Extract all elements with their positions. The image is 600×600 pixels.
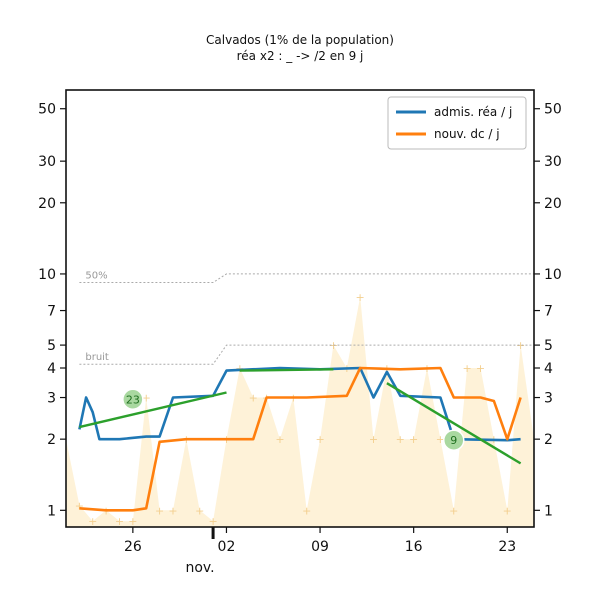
y-tick-label-left: 7 — [47, 304, 56, 320]
background-point-marker: + — [155, 504, 164, 517]
x-tick-label: 23 — [498, 539, 516, 555]
x-tick-label: 16 — [405, 539, 423, 555]
background-point-marker: + — [396, 433, 405, 446]
y-tick-label-left: 30 — [38, 154, 56, 170]
background-point-marker: + — [142, 392, 151, 405]
legend-label-dc: nouv. dc / j — [434, 127, 500, 141]
y-tick-label-left: 3 — [47, 391, 56, 407]
legend: admis. réa / j nouv. dc / j — [387, 96, 527, 150]
y-tick-label-left: 1 — [47, 503, 56, 519]
y-tick-label-left: 4 — [47, 361, 56, 377]
x-tick-label: 02 — [218, 539, 236, 555]
legend-box — [387, 96, 527, 150]
series-line-dc — [79, 366, 522, 512]
y-tick-label-right: 3 — [544, 391, 553, 407]
background-point-marker: + — [115, 515, 124, 528]
background-point-marker: + — [476, 362, 485, 375]
background-point-marker: + — [75, 499, 84, 512]
background-point-marker: + — [275, 433, 284, 446]
background-point-marker: + — [356, 291, 365, 304]
background-point-marker: + — [315, 433, 324, 446]
background-area — [66, 296, 534, 527]
background-point-marker: + — [463, 362, 472, 375]
y-tick-label-right: 1 — [544, 503, 553, 519]
x-tick-label: 26 — [124, 539, 142, 555]
y-tick-label-left: 20 — [38, 196, 56, 212]
background-point-marker: + — [516, 339, 525, 352]
trend-badge — [443, 429, 465, 451]
background-point-marker: + — [235, 362, 244, 375]
trend-badge — [122, 388, 144, 411]
background-point-marker: + — [449, 504, 458, 517]
reference-lines: 50% bruit — [79, 270, 534, 365]
reference-line-bruit — [79, 344, 534, 365]
y-tick-label-left: 50 — [38, 102, 56, 118]
background-point-marker: + — [302, 504, 311, 517]
background-point-marker: + — [249, 392, 258, 405]
background-point-marker: + — [168, 504, 177, 517]
background-point-marker: + — [369, 433, 378, 446]
trend-lines: 23 9 — [79, 368, 522, 465]
background-point-marker: + — [409, 433, 418, 446]
trend-line — [79, 391, 227, 429]
background-point-marker: + — [503, 504, 512, 517]
background-point-marker: + — [208, 515, 217, 528]
x-axis: 26 02 09 16 23 — [124, 527, 516, 555]
y-tick-label-right: 2 — [544, 432, 553, 448]
reference-label: bruit — [85, 352, 109, 363]
legend-label-admis: admis. réa / j — [434, 105, 512, 119]
y-tick-label-left: 10 — [38, 267, 56, 283]
trend-badge-label: 23 — [126, 393, 140, 406]
y-tick-label-right: 30 — [544, 154, 562, 170]
y-tick-label-left: 5 — [47, 338, 56, 354]
y-tick-label-left: 2 — [47, 432, 56, 448]
background-point-marker: + — [88, 515, 97, 528]
y-tick-label-right: 50 — [544, 102, 562, 118]
trend-badge-label: 9 — [450, 434, 457, 447]
background-point-marker: + — [436, 433, 445, 446]
trend-line — [386, 382, 522, 465]
plot-frame — [65, 89, 535, 528]
background-point-marker: + — [128, 515, 137, 528]
y-tick-label-right: 7 — [544, 304, 553, 320]
trend-line — [239, 368, 334, 372]
y-tick-label-right: 5 — [544, 338, 553, 354]
y-tick-label-right: 20 — [544, 196, 562, 212]
y-tick-label-right: 10 — [544, 267, 562, 283]
reference-line-50pct — [79, 273, 534, 283]
background-point-marker: + — [195, 504, 204, 517]
background-fill: ++++ +++ +++++++ +++++++++++ +++++ ++++ — [66, 291, 534, 528]
x-tick-label: 09 — [311, 539, 329, 555]
y-tick-label-right: 4 — [544, 361, 553, 377]
chart-subtitle: réa x2 : _ -> /2 en 9 j — [237, 49, 364, 63]
background-point-marker: + — [329, 339, 338, 352]
chart-title: Calvados (1% de la population) — [206, 33, 394, 47]
reference-label: 50% — [85, 270, 107, 281]
x-axis-label: nov. — [185, 560, 214, 576]
